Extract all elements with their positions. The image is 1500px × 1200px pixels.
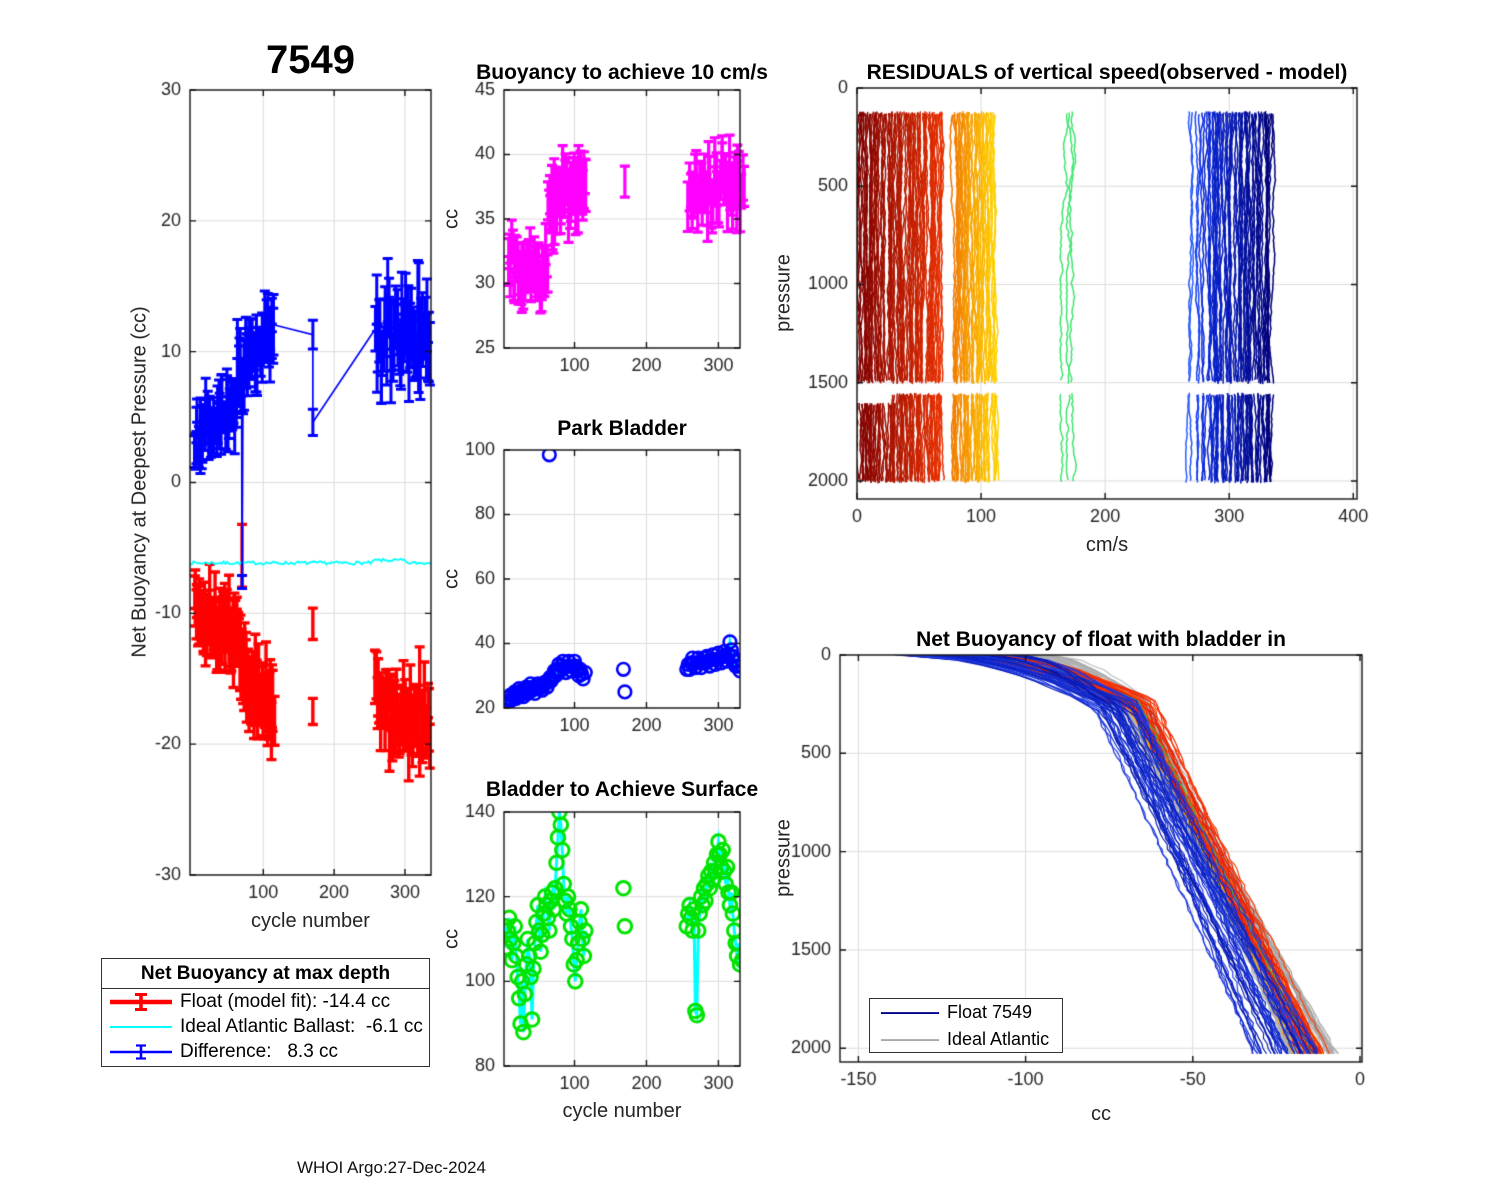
xlabel-cms: cm/s	[1085, 534, 1129, 556]
xlabel-cc-profiles: cc	[1091, 1103, 1111, 1125]
plot-title-buoyancy-10cms: Buoyancy to achieve 10 cm/s	[476, 61, 768, 84]
legend-label-float: Float (model fit): -14.4 cc	[180, 990, 391, 1012]
legend-row-float: Float (model fit): -14.4 cc	[102, 989, 429, 1014]
ylabel-net-buoyancy: Net Buoyancy at Deepest Pressure (cc)	[128, 306, 151, 658]
legend-label-difference: Difference: 8.3 cc	[180, 1040, 339, 1062]
ylabel-pressure-residuals: pressure	[772, 254, 795, 332]
footer-timestamp: WHOI Argo:27-Dec-2024	[297, 1158, 486, 1177]
legend-row-ideal: Ideal Atlantic Ballast: -6.1 cc	[102, 1014, 429, 1039]
plot-title-residuals: RESIDUALS of vertical speed(observed - m…	[866, 61, 1348, 84]
difference-errorbar-swatch-icon	[109, 1042, 173, 1062]
float-line-swatch-icon	[880, 1003, 940, 1023]
plot-title-float-id: 7549	[266, 38, 355, 82]
ideal-atlantic-line-swatch-icon	[880, 1030, 940, 1050]
ylabel-cc-buoyancy: cc	[440, 209, 463, 229]
legend-net-buoyancy: Net Buoyancy at max depth Float (model f…	[101, 958, 430, 1067]
float-errorbar-swatch-icon	[109, 992, 173, 1012]
xlabel-cycle-number-mid: cycle number	[562, 1100, 682, 1122]
legend-title: Net Buoyancy at max depth	[102, 959, 429, 989]
ylabel-cc-surface: cc	[440, 929, 463, 949]
legend-row-float-7549: Float 7549	[870, 999, 1062, 1026]
legend-label-float-7549: Float 7549	[947, 1002, 1033, 1022]
ylabel-pressure-profiles: pressure	[772, 819, 795, 897]
plot-title-net-buoyancy-profiles: Net Buoyancy of float with bladder in	[916, 628, 1286, 651]
ideal-line-swatch-icon	[109, 1017, 173, 1037]
plot-title-park-bladder: Park Bladder	[557, 417, 687, 440]
xlabel-cycle-number-left: cycle number	[251, 910, 370, 932]
legend-label-ideal-atlantic: Ideal Atlantic	[947, 1029, 1050, 1049]
ylabel-cc-park: cc	[440, 569, 463, 589]
plot-title-bladder-surface: Bladder to Achieve Surface	[485, 778, 759, 801]
legend-profiles: Float 7549 Ideal Atlantic	[869, 998, 1063, 1053]
legend-label-ideal: Ideal Atlantic Ballast: -6.1 cc	[180, 1015, 423, 1037]
legend-row-difference: Difference: 8.3 cc	[102, 1039, 429, 1064]
legend-row-ideal-atlantic: Ideal Atlantic	[870, 1026, 1062, 1053]
